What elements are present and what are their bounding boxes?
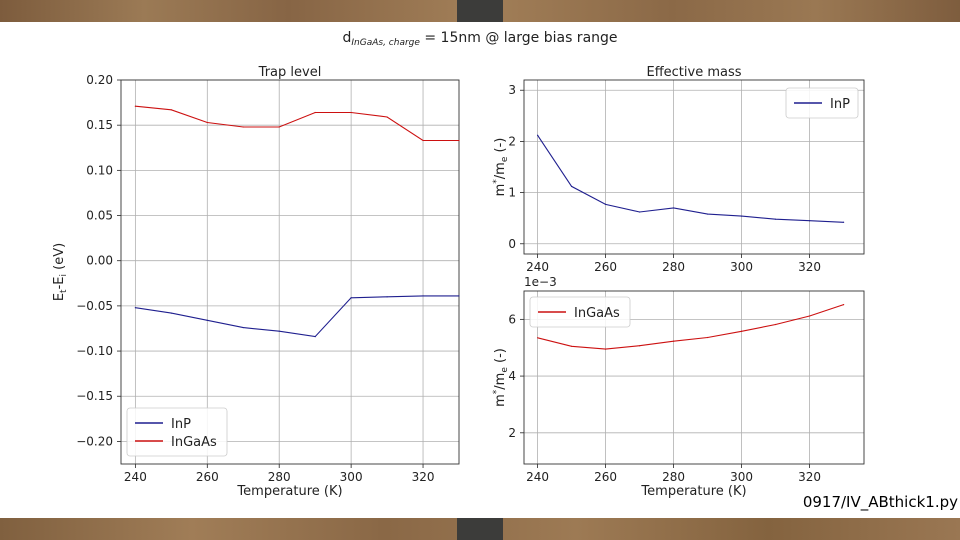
y-tick-label: 2: [508, 134, 516, 148]
x-tick-label: 320: [798, 260, 821, 274]
data-point: [843, 221, 845, 223]
chart-trap: 240 260 280 300 320 −0.20 −0.15 −0.10 −0.05 0.00 0…: [52, 65, 460, 499]
binder-clip-bottom: [457, 518, 503, 540]
x-tick-label: 280: [662, 260, 685, 274]
legend-label-inp: InP: [171, 417, 191, 432]
data-point: [386, 296, 388, 298]
legend-box: [126, 407, 228, 457]
series-line-ingaas: [135, 105, 459, 142]
chart-mass_ingaas: 240 260 280 300 320 2 4 6 Temperature (K) m*/me (…: [492, 275, 865, 499]
x-tick-label: 280: [268, 470, 291, 484]
data-point: [458, 295, 460, 297]
axis-offset-text: 1e−3: [524, 275, 557, 289]
data-point: [537, 134, 539, 136]
y-tick-label: 0.00: [86, 254, 113, 268]
data-point: [206, 319, 208, 321]
y-axis-label: m*/me (-): [492, 138, 510, 197]
data-point: [170, 312, 172, 314]
x-tick-label: 320: [798, 470, 821, 484]
x-tick-label: 320: [412, 470, 435, 484]
x-axis-label: Temperature (K): [236, 484, 342, 499]
data-point: [809, 315, 811, 317]
data-point: [775, 218, 777, 220]
x-tick-label: 300: [730, 470, 753, 484]
data-point: [537, 337, 539, 339]
data-point: [571, 185, 573, 188]
plot-frame: [120, 79, 460, 465]
x-tick-label: 260: [594, 470, 617, 484]
data-point: [843, 304, 845, 306]
data-point: [170, 109, 172, 111]
data-point: [809, 220, 811, 222]
legend-label-ingaas: InGaAs: [171, 435, 217, 450]
series-line-inp: [537, 134, 844, 223]
y-tick-label: −0.05: [76, 299, 113, 313]
x-tick-label: 260: [196, 470, 219, 484]
y-tick-label: −0.20: [76, 434, 113, 448]
legend-box: [529, 296, 631, 328]
data-point: [386, 116, 388, 118]
x-tick-label: 300: [340, 470, 363, 484]
data-point: [350, 297, 352, 299]
x-tick-label: 240: [526, 470, 549, 484]
y-axis-label: m*/me (-): [492, 348, 510, 407]
data-point: [278, 126, 280, 128]
data-point: [350, 111, 352, 114]
y-tick-label: 4: [508, 369, 516, 383]
data-point: [741, 330, 743, 332]
x-tick-label: 280: [662, 470, 685, 484]
x-tick-label: 240: [124, 470, 147, 484]
data-point: [707, 336, 709, 339]
data-point: [605, 348, 607, 350]
data-point: [605, 203, 607, 205]
data-point: [134, 307, 136, 309]
data-point: [707, 213, 709, 215]
data-point: [314, 111, 316, 114]
y-tick-label: 2: [508, 426, 516, 440]
data-point: [422, 295, 424, 297]
plot-frame: [523, 79, 865, 255]
y-tick-label: −0.10: [76, 344, 113, 358]
y-tick-label: 1: [508, 186, 516, 200]
y-tick-label: 0.10: [86, 163, 113, 177]
y-tick-label: 0.05: [86, 209, 113, 223]
y-tick-label: 0.20: [86, 73, 113, 87]
data-point: [639, 211, 641, 213]
data-point: [741, 215, 743, 217]
data-point: [673, 207, 675, 209]
y-tick-label: 0: [508, 237, 516, 251]
data-point: [314, 336, 316, 338]
plot-title: Effective mass: [646, 65, 741, 80]
x-tick-label: 240: [526, 260, 549, 274]
y-tick-label: 3: [508, 83, 516, 97]
series-line-inp: [135, 295, 459, 338]
legend-label-ingaas: InGaAs: [574, 306, 620, 321]
x-axis-label: Temperature (K): [640, 484, 746, 499]
data-point: [422, 139, 424, 142]
binder-clip-top: [457, 0, 503, 22]
data-point: [639, 345, 641, 347]
y-tick-label: 6: [508, 312, 516, 326]
data-point: [571, 345, 573, 347]
x-tick-label: 260: [594, 260, 617, 274]
data-point: [278, 330, 280, 332]
data-point: [206, 121, 208, 124]
legend-label-inp: InP: [830, 97, 850, 112]
data-point: [242, 326, 244, 329]
data-point: [775, 323, 777, 326]
chart-mass_inp: 240 260 280 300 320 0 1 2 3 Effective mass m*/me (…: [492, 65, 865, 274]
y-axis-label: Et-Ei (eV): [52, 243, 69, 301]
plot-title: Trap level: [258, 65, 322, 80]
x-tick-label: 300: [730, 260, 753, 274]
y-tick-label: 0.15: [86, 118, 113, 132]
y-tick-label: −0.15: [76, 389, 113, 403]
footer-filename: 0917/IV_ABthick1.py: [796, 492, 960, 512]
plot-frame: [523, 290, 865, 465]
data-point: [134, 105, 136, 107]
series-line-ingaas: [537, 304, 844, 350]
data-point: [458, 139, 460, 142]
data-point: [242, 126, 244, 128]
data-point: [673, 340, 675, 342]
